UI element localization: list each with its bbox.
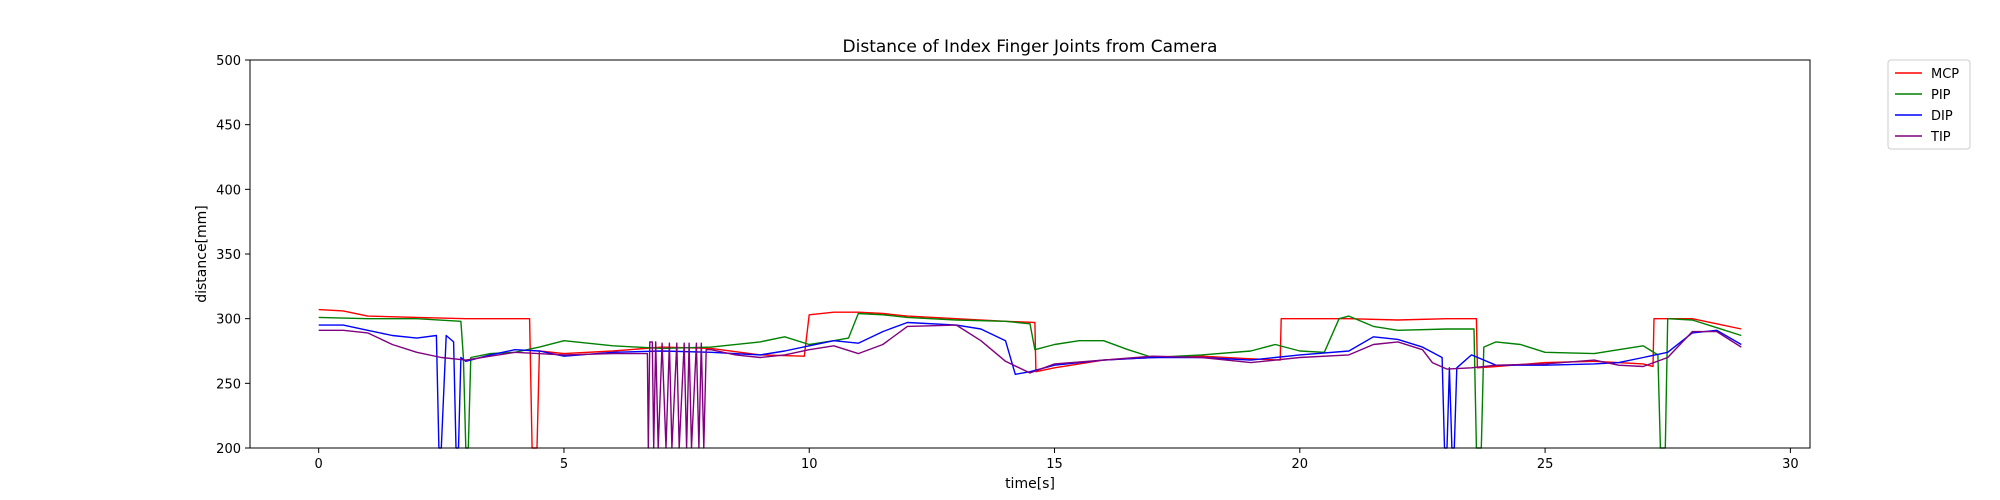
y-axis-label: distance[mm] [194, 205, 210, 303]
legend-label-tip: TIP [1930, 130, 1951, 145]
y-tick-label: 200 [216, 442, 241, 457]
legend-box [1887, 59, 1971, 150]
y-tick-label: 250 [216, 377, 241, 392]
series-line-pip [318, 312, 1742, 449]
x-tick-label: 25 [1537, 457, 1554, 472]
y-tick-label: 500 [216, 54, 241, 69]
legend-label-mcp: MCP [1931, 67, 1959, 82]
y-tick-label: 300 [216, 313, 241, 328]
x-tick-label: 5 [560, 457, 568, 472]
x-axis-label: time[s] [1005, 476, 1055, 492]
x-tick-label: 20 [1292, 457, 1309, 472]
y-tick-label: 400 [216, 183, 241, 198]
legend-label-pip: PIP [1931, 88, 1951, 103]
y-tick-label: 450 [216, 119, 241, 134]
chart-title: Distance of Index Finger Joints from Cam… [843, 37, 1218, 57]
x-tick-label: 30 [1782, 457, 1799, 472]
x-tick-label: 15 [1046, 457, 1063, 472]
x-tick-label: 10 [801, 457, 818, 472]
legend: MCP PIP DIP TIP [1887, 59, 1971, 150]
y-axis: 200 250 300 350 400 450 500 [216, 54, 250, 457]
y-tick-label: 350 [216, 248, 241, 263]
legend-label-dip: DIP [1931, 109, 1953, 124]
x-axis: 0 5 10 15 20 25 30 [315, 448, 1799, 472]
x-tick-label: 0 [315, 457, 323, 472]
series-line-tip [318, 324, 1742, 449]
